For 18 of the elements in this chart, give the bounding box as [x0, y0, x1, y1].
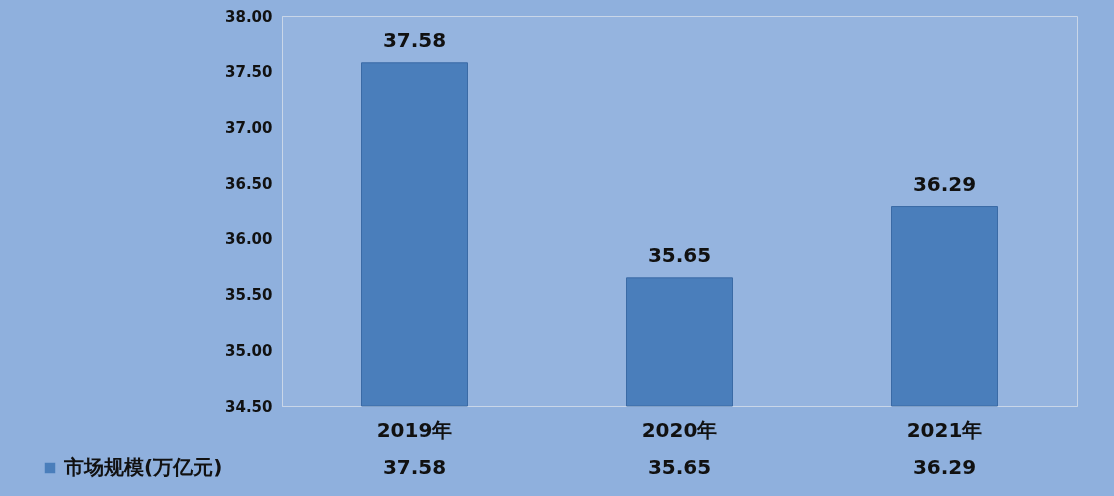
y-tick-label: 36.50 — [225, 174, 273, 193]
legend-label: 市场规模(万亿元) — [63, 455, 223, 479]
y-tick-label: 38.00 — [225, 7, 273, 26]
data-label: 37.58 — [382, 27, 447, 52]
text: 37.58 — [382, 455, 447, 479]
data-label: 35.65 — [647, 242, 712, 267]
x-tick-label: 2019年 — [376, 417, 453, 442]
x-tick-label: 2021年 — [906, 417, 983, 442]
y-tick-label: 35.00 — [225, 341, 273, 360]
y-tick-label: 37.50 — [225, 63, 273, 82]
y-tick-label: 34.50 — [225, 397, 273, 416]
text: 35.65 — [647, 455, 712, 479]
y-tick-label: 36.00 — [225, 230, 273, 249]
data-label: 36.29 — [912, 171, 977, 196]
x-tick-label: 2020年 — [641, 417, 718, 442]
y-tick-label: 35.50 — [225, 286, 273, 305]
y-tick-label: 37.00 — [225, 118, 273, 137]
text: 36.29 — [912, 455, 977, 479]
